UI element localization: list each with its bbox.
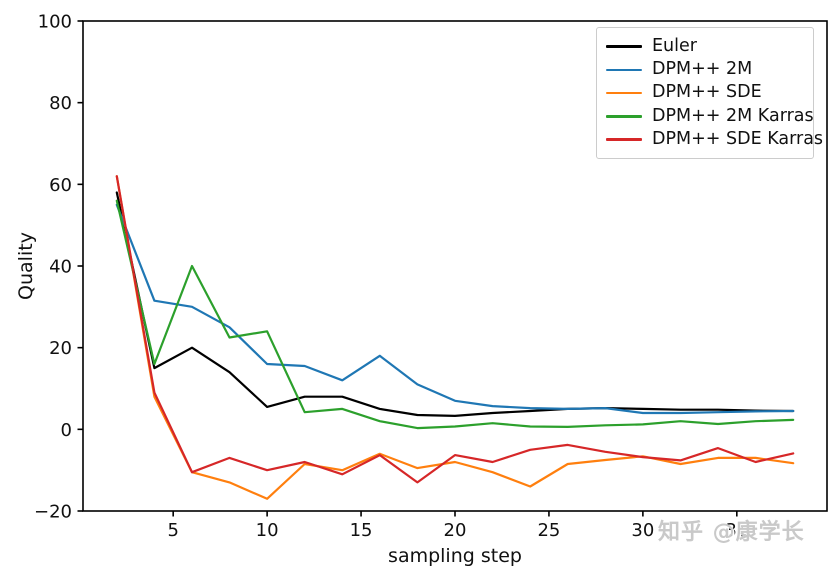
legend-item-euler: Euler xyxy=(606,35,803,58)
y-tick-label: 60 xyxy=(49,175,72,196)
series-line-euler xyxy=(115,191,795,417)
series-line-dpm-2m-karras xyxy=(115,199,795,430)
legend-label-euler: Euler xyxy=(652,35,697,56)
legend-line-sample-dpm-sde xyxy=(606,91,642,95)
x-tick-label: 15 xyxy=(350,520,373,541)
legend-item-dpm-2m-karras: DPM++ 2M Karras xyxy=(606,105,814,128)
legend-line-sample-dpm-2m-karras xyxy=(606,115,642,118)
y-axis-label: Quality xyxy=(15,232,37,300)
x-tick-label: 25 xyxy=(537,520,560,541)
x-tick-label: 30 xyxy=(631,520,654,541)
x-tick-label: 10 xyxy=(256,520,279,541)
plot-border xyxy=(82,20,828,512)
y-tick-label: 40 xyxy=(49,257,72,278)
y-tick-label: 100 xyxy=(38,12,72,33)
y-tick-label: −20 xyxy=(34,502,72,523)
x-tick-label: 35 xyxy=(725,520,748,541)
x-tick-label: 20 xyxy=(444,520,467,541)
legend-item-dpm-sde-karras: DPM++ SDE Karras xyxy=(606,128,823,151)
legend-line-sample-dpm-2m xyxy=(606,68,642,71)
legend-label-dpm-sde-karras: DPM++ SDE Karras xyxy=(652,128,824,149)
legend-label-dpm-sde: DPM++ SDE xyxy=(652,82,762,103)
legend: Euler DPM++ 2M DPM++ SDE DPM++ 2M Karras… xyxy=(596,27,823,159)
x-axis-label: sampling step xyxy=(388,545,522,567)
y-tick-label: 80 xyxy=(49,93,72,114)
x-tick-label: 5 xyxy=(167,520,178,541)
legend-item-dpm-2m: DPM++ 2M xyxy=(606,58,803,81)
legend-label-dpm-2m: DPM++ 2M xyxy=(652,59,753,79)
series-line-dpm-2m xyxy=(115,203,795,415)
series-line-dpm-sde-karras xyxy=(115,175,795,484)
watermark: 知乎 @康学长 xyxy=(658,520,805,545)
legend-item-dpm-sde: DPM++ SDE xyxy=(606,82,803,105)
legend-label-dpm-2m-karras: DPM++ 2M Karras xyxy=(652,105,814,126)
y-tick-label: 20 xyxy=(49,338,72,359)
legend-line-sample-euler xyxy=(606,45,642,48)
series-line-dpm-sde xyxy=(115,175,795,500)
legend-line-sample-dpm-sde-karras xyxy=(606,138,642,141)
y-tick-label: 0 xyxy=(61,420,72,441)
